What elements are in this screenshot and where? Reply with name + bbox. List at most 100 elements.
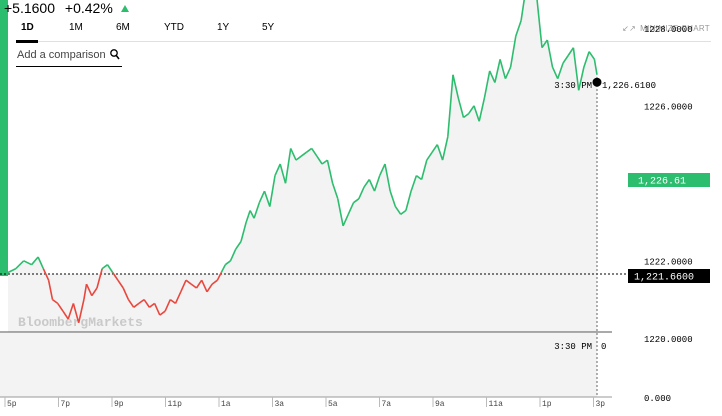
price-segment [91,287,98,297]
timeframe-tabs: 1D 1M 6M YTD 1Y 5Y [0,22,722,40]
search-icon[interactable] [110,49,120,61]
minimize-chart-label: MINIMIZE CHART [640,24,710,33]
price-segment [358,186,365,200]
tab-5y[interactable]: 5Y [262,22,275,33]
minimize-chart-button[interactable]: ↙↗ MINIMIZE CHART [622,24,710,33]
x-tick-label: 11p [168,400,183,409]
last-price-dot[interactable] [592,77,602,87]
price-segment [269,175,276,207]
price-segment [342,213,350,227]
price-segment [551,66,559,80]
price-segment [117,279,124,289]
price-segment [431,144,438,153]
price-segment [572,47,580,91]
price-segment [452,74,460,99]
tab-ytd[interactable]: YTD [164,22,184,33]
price-segment [588,51,596,60]
price-segment [274,163,281,176]
price-segment [515,20,522,37]
price-segment [284,148,292,184]
price-segment [415,174,423,181]
x-tick-label: 7a [382,400,392,409]
y-tick-label: 1228.0000 [644,25,693,35]
previous-close-badge-label: 1,221.6600 [634,273,694,284]
price-segment [101,264,108,270]
price-segment [37,256,45,269]
price-segment [279,163,287,184]
tab-1m[interactable]: 1M [69,22,83,33]
tab-1y[interactable]: 1Y [217,22,230,33]
price-segment [220,264,227,273]
price-segment [195,279,203,289]
bloomberg-watermark: BloombergMarkets [18,315,143,330]
price-segment [174,291,182,304]
tab-6m[interactable]: 6M [116,22,130,33]
comparison-field [16,46,122,67]
price-segment [583,51,590,68]
price-segment [593,59,598,75]
price-segment [180,279,187,293]
price-segment [258,190,266,204]
price-segment [7,267,17,274]
price-area-fill [8,0,597,378]
x-tick-label: 9p [114,400,124,409]
price-segment [106,264,114,273]
tab-1d[interactable]: 1D [21,22,34,33]
price-segment [224,260,231,266]
price-segment [562,55,569,64]
price-segment [509,35,517,68]
price-segment [52,298,59,305]
price-segment [347,202,355,215]
price-segment [556,62,564,79]
price-segment [216,272,223,281]
x-axis: 5p 7p 9p 11p 1a 3a 5a 7a 9a 11a 1p 3p [0,396,612,409]
price-segment [42,268,50,281]
x-tick-label: 1a [221,400,231,409]
price-line [7,0,598,324]
tabs-divider [16,41,711,42]
x-tick-label: 5p [7,400,17,409]
price-segment [57,302,64,312]
price-segment [394,206,402,215]
price-segment [378,163,386,176]
previous-close-badge [628,269,710,283]
price-segment [337,198,344,227]
price-segment [326,159,334,184]
price-segment [410,175,418,192]
x-tick-label: 1p [542,400,552,409]
price-segment [447,74,454,137]
price-segment [211,279,218,285]
price-segment [23,260,32,266]
x-tick-label: 7p [61,400,71,409]
crosshair-volume-label: 0 [601,342,606,352]
price-segment [463,112,470,119]
price-segment [253,202,261,219]
price-segment [169,298,176,305]
change-absolute: +5.1600 [4,0,55,16]
price-segment [468,105,475,115]
price-segment [504,66,512,80]
price-segment [577,66,585,91]
price-segment [400,209,407,215]
price-segment [85,283,93,297]
last-price-badge [628,173,710,187]
price-segment [30,256,39,266]
volume-panel [0,333,597,397]
price-segment [245,210,251,223]
price-segment [112,272,119,281]
price-segment [478,97,486,122]
change-percent: +0.42% [64,0,113,16]
comparison-input[interactable] [17,47,105,63]
price-segment [567,47,575,56]
price-segment [541,39,548,49]
price-segment [83,283,88,300]
crosshair-time-label: 3:30 PM [554,81,592,91]
price-segment [316,155,323,165]
x-tick-label: 5a [328,400,338,409]
price-segment [96,268,103,289]
price-change: +5.1600 +0.42% [4,0,129,16]
price-segment [127,299,135,308]
price-segment [426,151,433,161]
price-segment [143,299,151,308]
price-segment [405,190,412,211]
